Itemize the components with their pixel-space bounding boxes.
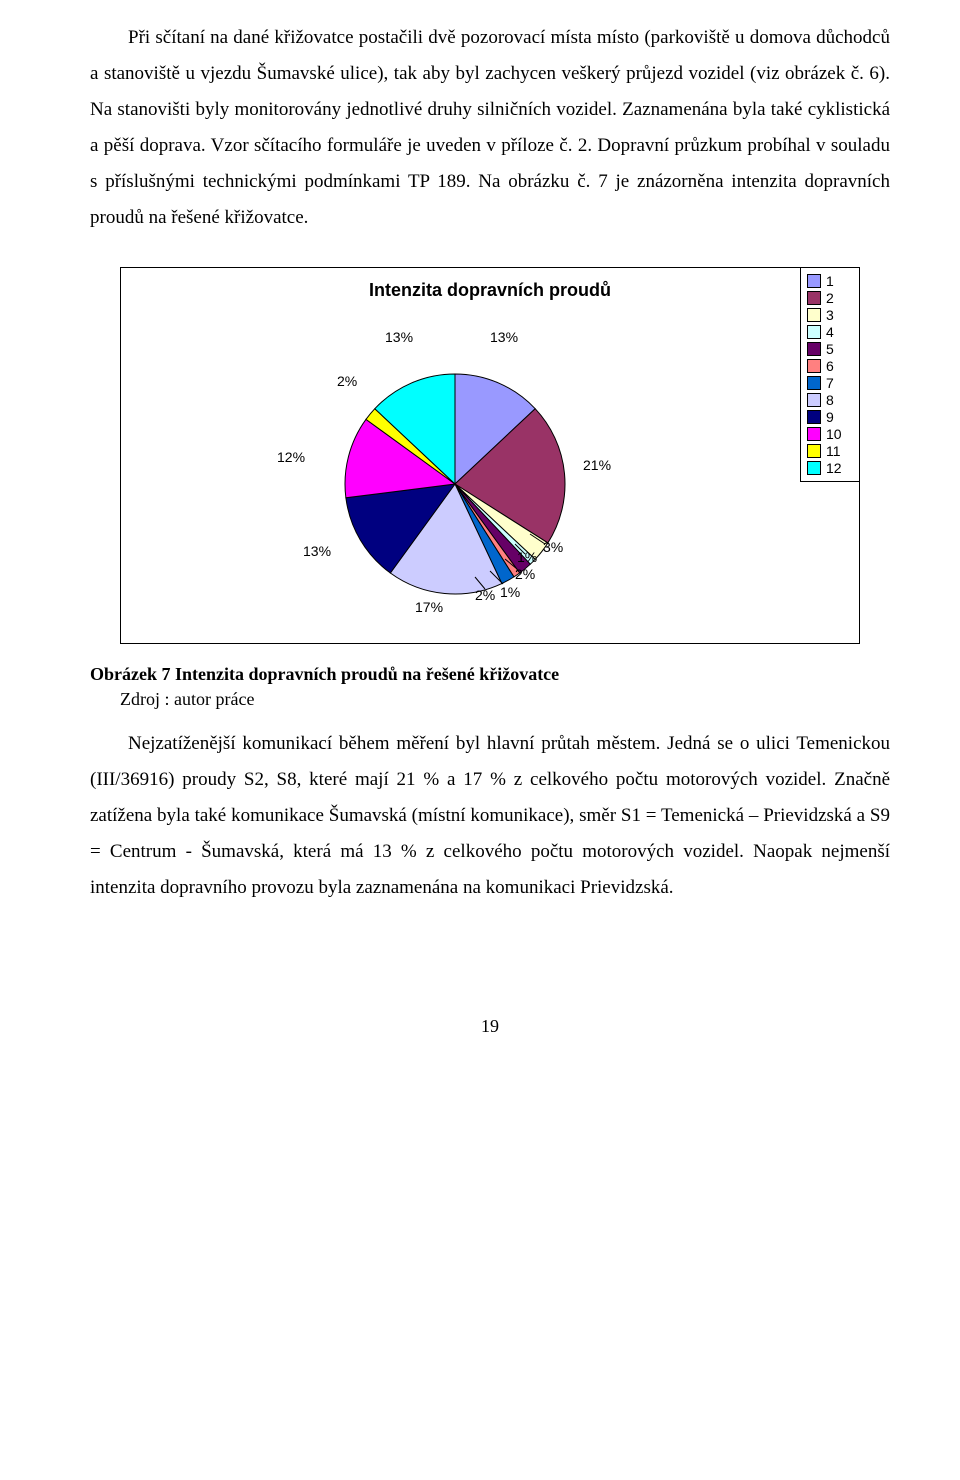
pie-percent-label: 13% xyxy=(490,329,518,345)
figure-caption: Obrázek 7 Intenzita dopravních proudů na… xyxy=(90,664,890,685)
legend-label: 6 xyxy=(826,358,834,374)
legend-item: 12 xyxy=(807,460,851,476)
legend-item: 2 xyxy=(807,290,851,306)
legend-swatch xyxy=(807,359,821,373)
pie-percent-label: 2% xyxy=(515,566,535,582)
legend-item: 7 xyxy=(807,375,851,391)
legend-label: 7 xyxy=(826,375,834,391)
legend-label: 2 xyxy=(826,290,834,306)
chart-legend: 123456789101112 xyxy=(800,267,860,482)
legend-swatch xyxy=(807,376,821,390)
legend-swatch xyxy=(807,291,821,305)
legend-label: 11 xyxy=(826,443,841,459)
legend-item: 9 xyxy=(807,409,851,425)
pie-percent-label: 2% xyxy=(337,373,357,389)
paragraph-1: Při sčítaní na dané křižovatce postačili… xyxy=(90,20,890,237)
paragraph-2: Nejzatíženější komunikací během měření b… xyxy=(90,726,890,906)
pie-percent-label: 13% xyxy=(385,329,413,345)
pie-percent-label: 1% xyxy=(517,549,537,565)
legend-label: 10 xyxy=(826,426,842,442)
chart-container: Intenzita dopravních proudů 13%21%3%1%2%… xyxy=(120,267,860,644)
legend-label: 5 xyxy=(826,341,834,357)
legend-item: 11 xyxy=(807,443,851,459)
legend-item: 8 xyxy=(807,392,851,408)
page: Při sčítaní na dané křižovatce postačili… xyxy=(0,0,960,1077)
legend-swatch xyxy=(807,393,821,407)
legend-swatch xyxy=(807,444,821,458)
legend-swatch xyxy=(807,427,821,441)
legend-label: 9 xyxy=(826,409,834,425)
legend-item: 4 xyxy=(807,324,851,340)
pie-percent-label: 13% xyxy=(303,543,331,559)
legend-item: 6 xyxy=(807,358,851,374)
chart-row: 13%21%3%1%2%1%2%17%13%12%2%13% xyxy=(135,309,845,629)
legend-label: 12 xyxy=(826,460,842,476)
legend-swatch xyxy=(807,461,821,475)
pie-chart: 13%21%3%1%2%1%2%17%13%12%2%13% xyxy=(185,309,705,629)
legend-label: 4 xyxy=(826,324,834,340)
legend-label: 8 xyxy=(826,392,834,408)
legend-item: 10 xyxy=(807,426,851,442)
pie-percent-label: 12% xyxy=(277,449,305,465)
chart-title: Intenzita dopravních proudů xyxy=(135,280,845,301)
pie-percent-label: 21% xyxy=(583,457,611,473)
legend-swatch xyxy=(807,325,821,339)
legend-swatch xyxy=(807,410,821,424)
legend-swatch xyxy=(807,274,821,288)
legend-swatch xyxy=(807,342,821,356)
page-number: 19 xyxy=(90,1016,890,1037)
legend-item: 5 xyxy=(807,341,851,357)
pie-percent-label: 2% xyxy=(475,587,495,603)
legend-swatch xyxy=(807,308,821,322)
legend-item: 1 xyxy=(807,273,851,289)
figure-source: Zdroj : autor práce xyxy=(120,689,890,710)
pie-percent-label: 1% xyxy=(500,584,520,600)
legend-label: 3 xyxy=(826,307,834,323)
legend-item: 3 xyxy=(807,307,851,323)
pie-percent-label: 17% xyxy=(415,599,443,615)
pie-percent-label: 3% xyxy=(543,539,563,555)
legend-label: 1 xyxy=(826,273,834,289)
